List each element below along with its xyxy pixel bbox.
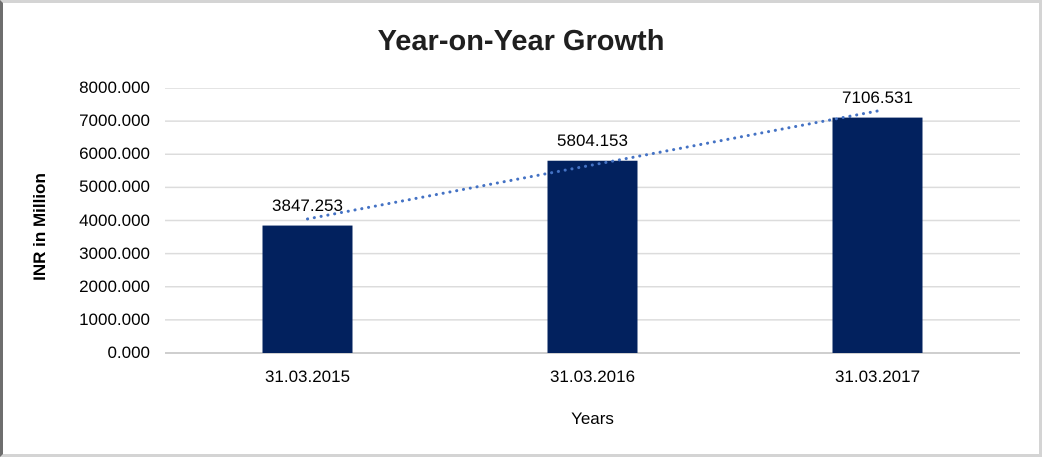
y-tick-label: 7000.000 [79, 111, 150, 131]
chart-title: Year-on-Year Growth [377, 25, 665, 57]
y-tick-label: 6000.000 [79, 144, 150, 164]
y-tick-label: 3000.000 [79, 243, 150, 263]
y-tick-label: 0.000 [107, 343, 150, 362]
data-label: 5804.153 [557, 130, 628, 150]
y-tick-label: 5000.000 [79, 177, 150, 197]
bar-31.03.2016 [547, 160, 638, 353]
bar-31.03.2017 [832, 117, 923, 353]
data-label: 7106.531 [842, 87, 913, 107]
y-tick-label: 1000.000 [79, 309, 150, 329]
x-axis-title: Years [571, 409, 614, 428]
x-tick-label: 31.03.2015 [264, 367, 351, 386]
x-tick-label: 31.03.2017 [834, 367, 921, 386]
trendline [306, 109, 879, 221]
y-tick-label: 4000.000 [79, 210, 150, 230]
data-label: 3847.253 [272, 195, 343, 215]
plot-area [165, 88, 1020, 354]
y-tick-label: 2000.000 [79, 276, 150, 296]
bar-31.03.2015 [262, 225, 353, 353]
y-tick-label: 8000.000 [79, 78, 150, 97]
x-tick-label: 31.03.2016 [549, 367, 636, 386]
